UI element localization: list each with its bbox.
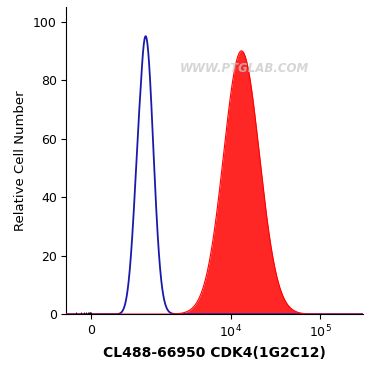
X-axis label: CL488-66950 CDK4(1G2C12): CL488-66950 CDK4(1G2C12) [103, 346, 326, 360]
Text: WWW.PTGLAB.COM: WWW.PTGLAB.COM [180, 62, 309, 75]
Y-axis label: Relative Cell Number: Relative Cell Number [14, 90, 27, 231]
